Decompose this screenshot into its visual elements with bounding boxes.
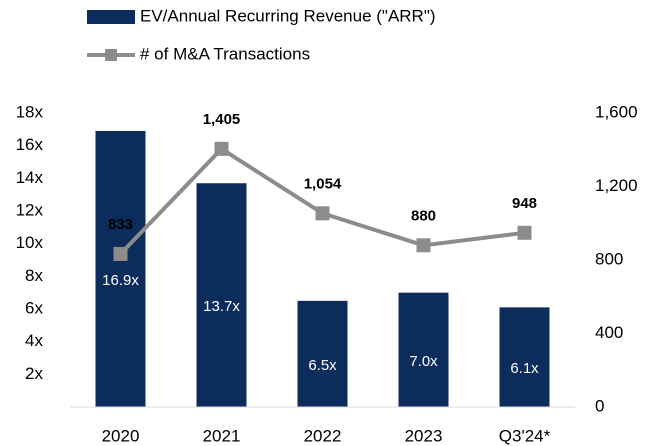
y2-tick-label: 1,200 bbox=[595, 176, 638, 195]
line bbox=[119, 146, 525, 256]
y-tick-label: 10x bbox=[16, 233, 44, 252]
line-label: 880 bbox=[411, 207, 436, 224]
x-tick-label: Q3'24* bbox=[499, 426, 551, 445]
x-tick-label: 2022 bbox=[304, 426, 342, 445]
bar-label: 6.1x bbox=[510, 360, 539, 377]
y-tick-label: 2x bbox=[25, 364, 43, 383]
line-label: 833 bbox=[108, 216, 133, 233]
y-tick-label: 12x bbox=[16, 200, 44, 219]
line-marker bbox=[214, 141, 229, 156]
y-tick-label: 8x bbox=[25, 266, 43, 285]
y-tick-label: 4x bbox=[25, 331, 43, 350]
bar bbox=[196, 183, 247, 407]
bar bbox=[398, 292, 449, 407]
x-tick-label: 2021 bbox=[203, 426, 241, 445]
y-tick-label: 18x bbox=[16, 102, 44, 121]
line-marker bbox=[315, 206, 330, 221]
y-tick-label: 6x bbox=[25, 298, 43, 317]
bar-label: 7.0x bbox=[409, 353, 438, 370]
bar bbox=[95, 130, 146, 407]
x-tick-label: 2020 bbox=[102, 426, 140, 445]
line-label: 1,405 bbox=[203, 111, 241, 128]
bar-label: 13.7x bbox=[203, 298, 240, 315]
legend-label: EV/Annual Recurring Revenue ("ARR") bbox=[140, 6, 436, 25]
line-marker bbox=[416, 238, 431, 253]
legend-swatch bbox=[87, 10, 135, 24]
y-tick-label: 14x bbox=[16, 168, 44, 187]
y2-tick-label: 800 bbox=[595, 249, 623, 268]
bar bbox=[499, 307, 550, 407]
line-marker bbox=[517, 225, 532, 240]
bar bbox=[297, 300, 348, 407]
x-tick-label: 2023 bbox=[405, 426, 443, 445]
line-label: 948 bbox=[512, 195, 537, 212]
y2-tick-label: 1,600 bbox=[595, 102, 638, 121]
y2-tick-label: 400 bbox=[595, 323, 623, 342]
bar-label: 6.5x bbox=[308, 357, 337, 374]
line-label: 1,054 bbox=[304, 175, 342, 192]
legend-label: # of M&A Transactions bbox=[140, 44, 310, 63]
y2-tick-label: 0 bbox=[595, 396, 604, 415]
y-tick-label: 16x bbox=[16, 135, 44, 154]
legend-marker bbox=[105, 49, 117, 61]
bar-label: 16.9x bbox=[102, 272, 139, 289]
line-marker bbox=[113, 246, 128, 261]
